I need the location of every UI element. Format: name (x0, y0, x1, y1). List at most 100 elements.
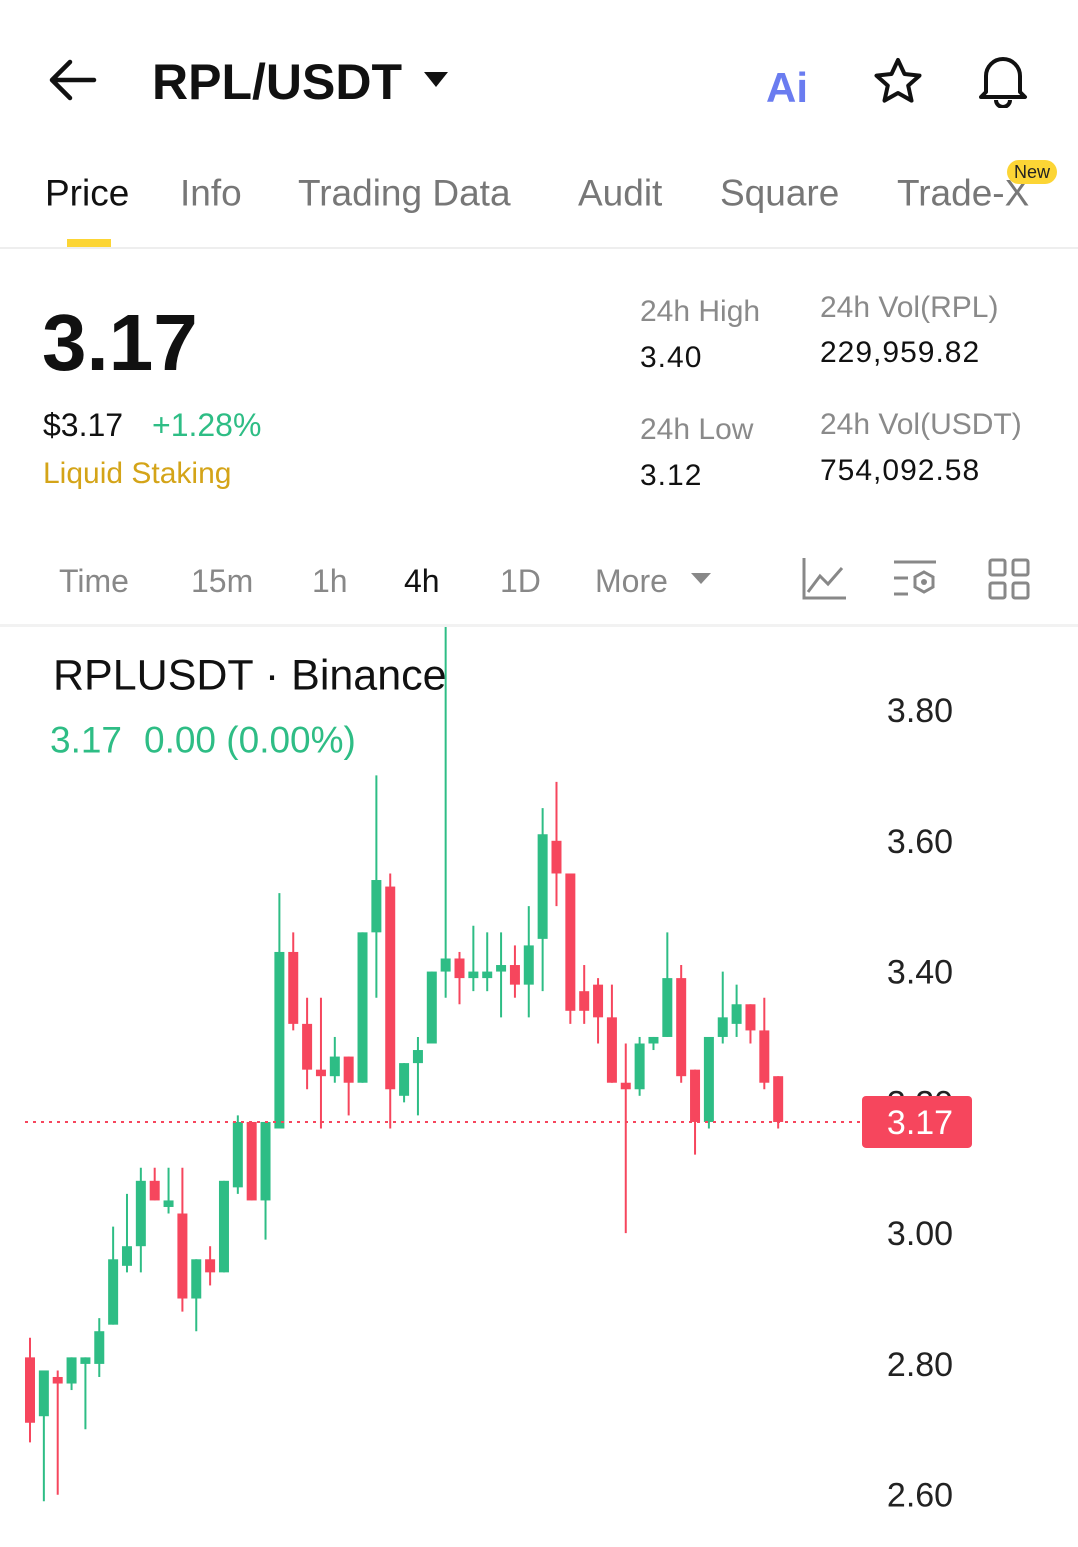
y-tick-label: 3.40 (887, 954, 953, 992)
tab[interactable]: Trading Data (298, 172, 511, 214)
stat-label: 24h Low (640, 413, 754, 446)
tab[interactable]: Square (720, 172, 840, 214)
candle-body (232, 1121, 243, 1188)
candle-body (205, 1259, 216, 1273)
candle-body (468, 971, 479, 979)
interval[interactable]: 1D (500, 563, 541, 599)
candle-body (565, 873, 576, 1011)
stat-value: 754,092.58 (820, 454, 981, 487)
candle-body (620, 1082, 631, 1090)
chart-title: RPLUSDT · Binance (53, 651, 447, 700)
stat-label: 24h Vol(RPL) (820, 291, 999, 324)
favorite-button[interactable] (872, 56, 924, 106)
candle-body (191, 1259, 202, 1299)
candle-body (426, 971, 437, 1044)
candle-body (482, 971, 493, 979)
candle-body (343, 1056, 354, 1083)
interval[interactable]: 15m (191, 563, 254, 599)
candle-body (690, 1069, 701, 1122)
candle-body (773, 1076, 784, 1122)
interval[interactable]: 1h (312, 563, 348, 599)
price-change: +1.28% (152, 407, 262, 443)
back-button[interactable] (48, 58, 98, 102)
ai-button[interactable]: Ai (766, 64, 808, 111)
stat-value: 3.12 (640, 459, 703, 492)
legend-price: 3.17 (50, 719, 123, 761)
candle-body (66, 1357, 77, 1384)
candle-body (496, 965, 507, 972)
candle-body (593, 984, 604, 1018)
candle-body (731, 1004, 742, 1024)
candle-body (288, 951, 299, 1024)
candle-body (80, 1357, 91, 1364)
candle-body (94, 1331, 105, 1364)
candle-body (551, 840, 562, 874)
candle-body (149, 1180, 160, 1201)
stat-label: 24h Vol(USDT) (820, 408, 1022, 441)
tab[interactable]: Audit (578, 172, 663, 214)
candle-body (52, 1376, 63, 1384)
stat-value: 229,959.82 (820, 336, 981, 369)
tab[interactable]: Trade-X (897, 172, 1030, 214)
interval[interactable]: Time (59, 563, 129, 599)
candle-body (440, 958, 451, 972)
candle-body (329, 1056, 340, 1077)
candle-body (676, 978, 687, 1077)
candle-body (177, 1213, 188, 1299)
price-badge (862, 1095, 972, 1148)
category-tag[interactable]: Liquid Staking (43, 457, 232, 490)
legend-change: 0.00 (0.00%) (144, 719, 356, 761)
alert-button[interactable] (976, 52, 1030, 108)
candle-body (163, 1200, 174, 1207)
candle-body (357, 932, 368, 1083)
candle-body (385, 886, 396, 1090)
tab[interactable]: Price (45, 172, 130, 214)
indicator-button[interactable] (800, 556, 848, 602)
candle-body (302, 1023, 313, 1070)
divider (0, 247, 1078, 249)
candle-body (745, 1004, 756, 1031)
candle-body (315, 1069, 326, 1077)
y-tick-label: 2.80 (887, 1346, 953, 1384)
y-tick-label: 3.80 (887, 692, 953, 730)
candle-body (717, 1017, 728, 1037)
candle-body (703, 1036, 714, 1122)
candle-body (218, 1180, 229, 1273)
candle-body (412, 1050, 423, 1064)
candle-body (537, 834, 548, 939)
last-price: 3.17 (42, 298, 198, 387)
candle-body (260, 1121, 271, 1201)
candle-body (606, 1017, 617, 1083)
pair-dropdown[interactable] (422, 70, 450, 90)
usd-price: $3.17 (43, 407, 124, 443)
candle-body (759, 1030, 770, 1083)
stat-value: 3.40 (640, 341, 703, 374)
candle-body (509, 965, 520, 985)
y-tick-label: 2.60 (887, 1477, 953, 1515)
candle-body (246, 1121, 257, 1201)
candle-body (108, 1259, 119, 1325)
more-dropdown[interactable] (690, 572, 712, 586)
candle-body (121, 1246, 132, 1266)
settings-button[interactable] (892, 558, 940, 602)
y-tick-label: 3.60 (887, 823, 953, 861)
tab[interactable]: Info (180, 172, 242, 214)
candle-body (634, 1043, 645, 1090)
candle-body (523, 945, 534, 985)
interval[interactable]: 4h (404, 563, 440, 599)
candle-body (25, 1357, 35, 1423)
candle-body (274, 951, 285, 1129)
candle-body (399, 1063, 410, 1096)
candle-body (135, 1180, 146, 1247)
candle-body (662, 978, 673, 1037)
candle-body (38, 1370, 49, 1417)
new-badge: New (1007, 160, 1058, 184)
candle-body (579, 991, 590, 1011)
candle-body (454, 958, 465, 979)
divider (0, 624, 1078, 627)
layout-button[interactable] (988, 558, 1032, 602)
pair-title[interactable]: RPL/USDT (152, 54, 402, 110)
candlestick-chart: 2.602.803.003.203.403.603.803.17 (25, 627, 972, 1515)
interval[interactable]: More (595, 563, 668, 599)
